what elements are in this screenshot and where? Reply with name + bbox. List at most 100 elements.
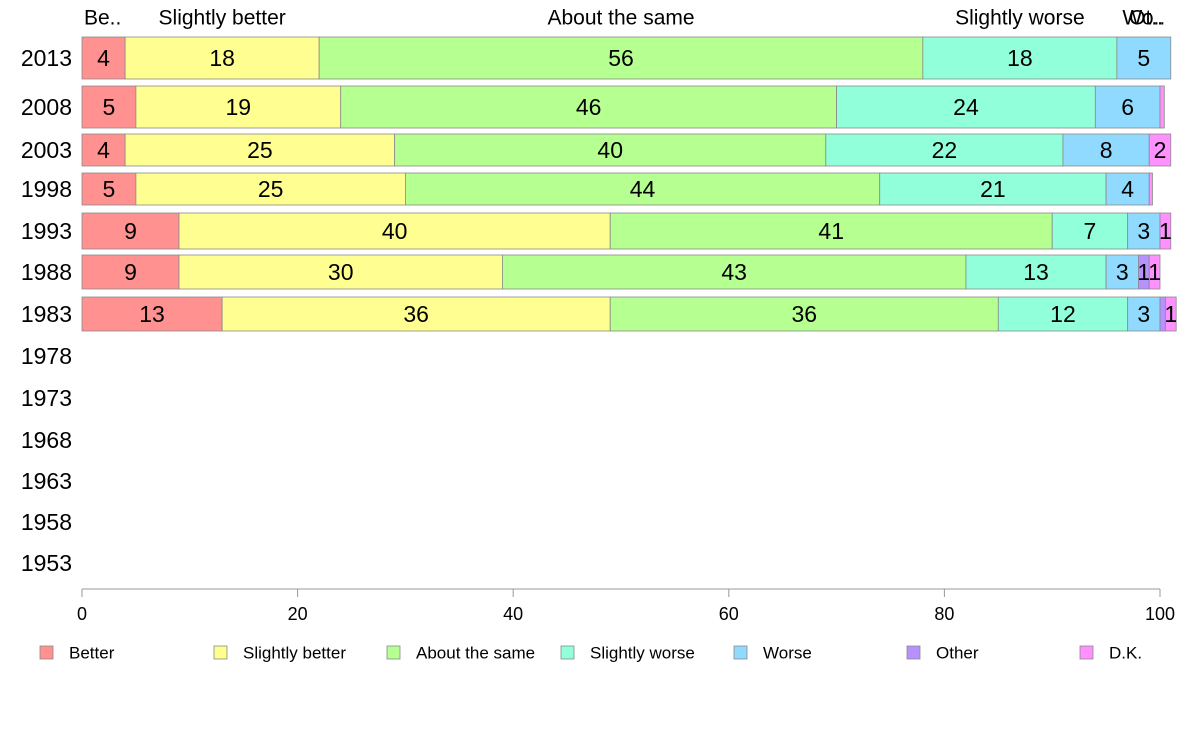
bar-value-label: 56 — [608, 45, 634, 71]
bar-segment — [1127, 296, 1161, 332]
column-label: Be.. — [84, 7, 121, 30]
legend-label: Slightly worse — [590, 644, 695, 663]
x-tick-label: 100 — [1145, 604, 1175, 624]
legend-label: Better — [69, 644, 115, 663]
y-tick-label-1978: 1978 — [21, 343, 72, 369]
bar-value-label: 1 — [1137, 259, 1150, 285]
bar-segment — [340, 85, 838, 129]
bar-segment — [1159, 85, 1165, 129]
bar-value-label: 30 — [328, 259, 354, 285]
bar-segment — [1051, 212, 1129, 250]
x-tick-label: 80 — [934, 604, 954, 624]
bar-value-label: 4 — [1121, 176, 1134, 202]
bar-segment — [81, 254, 180, 290]
bar-value-label: 19 — [226, 94, 252, 120]
bar-value-label: 9 — [124, 218, 137, 244]
column-label: Slightly worse — [955, 7, 1085, 30]
bar-value-label: 13 — [1023, 259, 1049, 285]
bar-segment — [1062, 133, 1150, 167]
bar-value-label: 25 — [247, 137, 273, 163]
column-label: Slightly better — [159, 7, 286, 30]
bar-segment — [879, 172, 1107, 206]
legend-swatch — [560, 645, 575, 660]
column-label: Wo.. — [1122, 7, 1165, 30]
bar-value-label: 21 — [980, 176, 1006, 202]
x-tick-label: 20 — [288, 604, 308, 624]
x-tick-label: 40 — [503, 604, 523, 624]
bar-value-label: 6 — [1121, 94, 1134, 120]
bar-value-label: 44 — [630, 176, 656, 202]
bar-segment — [81, 172, 137, 206]
column-label: About the same — [547, 7, 694, 30]
bar-segment — [825, 133, 1064, 167]
bar-value-label: 40 — [597, 137, 623, 163]
bar-segment — [1127, 212, 1161, 250]
y-tick-label-1953: 1953 — [21, 550, 72, 576]
bar-value-label: 7 — [1084, 218, 1097, 244]
bar-segment — [965, 254, 1107, 290]
bar-value-label: 13 — [139, 301, 165, 327]
y-tick-label-1998: 1998 — [21, 176, 72, 202]
legend-swatch — [1079, 645, 1094, 660]
bar-segment — [1148, 133, 1172, 167]
legend-label: Worse — [763, 644, 812, 663]
legend-label: About the same — [416, 644, 535, 663]
bar-segment — [135, 85, 342, 129]
bar-segment — [997, 296, 1129, 332]
bar-segment — [609, 296, 999, 332]
bar-value-label: 3 — [1137, 301, 1150, 327]
bar-value-label: 4 — [97, 137, 110, 163]
bar-value-label: 18 — [1007, 45, 1033, 71]
bar-value-label: 3 — [1116, 259, 1129, 285]
bar-segment — [1164, 296, 1177, 332]
bar-segment — [1116, 36, 1172, 80]
bar-value-label: 36 — [403, 301, 429, 327]
bar-segment — [81, 296, 223, 332]
bar-value-label: 25 — [258, 176, 284, 202]
y-tick-label-1993: 1993 — [21, 218, 72, 244]
bar-value-label: 5 — [103, 176, 116, 202]
bar-value-label: 1 — [1164, 301, 1177, 327]
legend-label: Slightly better — [243, 644, 346, 663]
legend-label: Other — [936, 644, 979, 663]
legend-swatch — [733, 645, 748, 660]
bar-segment — [1148, 254, 1161, 290]
y-tick-label-2013: 2013 — [21, 45, 72, 71]
x-tick-label: 60 — [719, 604, 739, 624]
x-tick-label: 0 — [77, 604, 87, 624]
legend-label: D.K. — [1109, 644, 1142, 663]
legend-swatch — [213, 645, 228, 660]
legend-swatch — [39, 645, 54, 660]
bar-segment — [81, 85, 137, 129]
bar-segment — [178, 212, 611, 250]
bar-value-label: 3 — [1137, 218, 1150, 244]
bar-segment — [394, 133, 827, 167]
bar-value-label: 18 — [209, 45, 235, 71]
bar-segment — [124, 36, 320, 80]
bar-segment — [1094, 85, 1161, 129]
bar-value-label: 36 — [791, 301, 817, 327]
bar-segment — [1148, 172, 1153, 206]
bar-segment — [1105, 172, 1150, 206]
bar-segment — [609, 212, 1053, 250]
legend-swatch — [386, 645, 401, 660]
bar-segment — [81, 133, 126, 167]
bar-value-label: 22 — [932, 137, 958, 163]
bar-value-label: 41 — [818, 218, 844, 244]
bar-value-label: 43 — [721, 259, 747, 285]
bar-segment — [404, 172, 881, 206]
bar-segment — [836, 85, 1096, 129]
y-tick-label-1988: 1988 — [21, 259, 72, 285]
bar-segment — [135, 172, 406, 206]
bar-segment — [221, 296, 611, 332]
bar-segment — [1159, 212, 1172, 250]
y-tick-label-2003: 2003 — [21, 137, 72, 163]
bar-value-label: 1 — [1148, 259, 1161, 285]
column-label: Ot.. — [1129, 7, 1163, 30]
bar-segment — [1105, 254, 1139, 290]
bar-value-label: 40 — [382, 218, 408, 244]
bar-value-label: 5 — [103, 94, 116, 120]
bar-value-label: 24 — [953, 94, 979, 120]
bar-value-label: 46 — [576, 94, 602, 120]
